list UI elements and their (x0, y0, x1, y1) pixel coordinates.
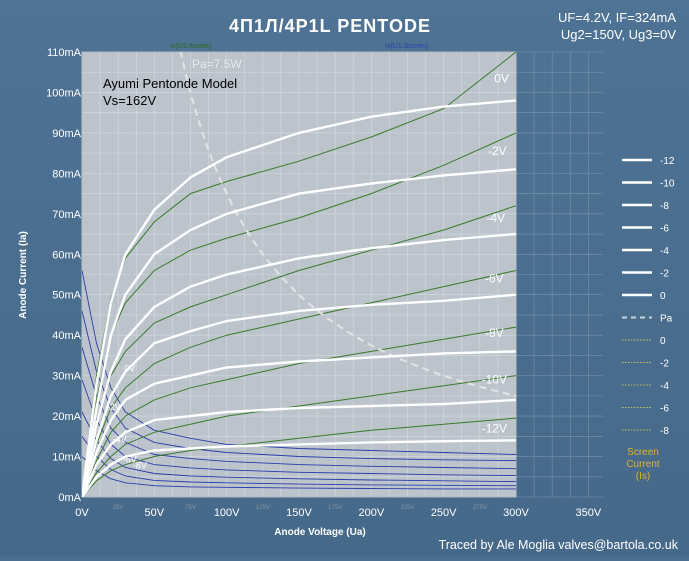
y-tick-label: 10mA (52, 452, 81, 464)
legend-label: -10 (660, 179, 675, 190)
conditions-line-2: Ug2=150V, Ug3=0V (561, 27, 677, 42)
x-tick-label: 150V (286, 507, 312, 519)
legend-screen-caption: Screen (627, 447, 659, 458)
x-tick-label: 350V (575, 507, 601, 519)
model-curve (82, 375, 516, 497)
legend-label: Pa (660, 314, 673, 325)
anode-curve (82, 398, 516, 497)
legend: -12-10-8-6-4-20Pa0-2-4-6-8ScreenCurrent(… (622, 156, 675, 482)
screen-curve-label: 0V (124, 364, 135, 374)
x-minor-tick-label: 75V (185, 505, 196, 511)
y-tick-label: 60mA (52, 249, 81, 261)
extended-grid (516, 51, 603, 498)
plot-grid (81, 51, 517, 498)
legend-label: -4 (660, 381, 669, 392)
axis-ticks: 0mA 10mA 20mA 30mA 40mA 50mA 60mA 70mA 80mA 90mA 1… (46, 47, 602, 519)
pa-label: Pa=7.5W (192, 57, 242, 71)
x-minor-tick-label: 125V (256, 505, 270, 511)
y-tick-label: 70mA (52, 209, 81, 221)
y-tick-label: 90mA (52, 128, 81, 140)
anode-curve (82, 232, 516, 497)
chart-title: 4П1Л/4P1L PENTODE (229, 16, 431, 36)
y-tick-label: 0mA (58, 492, 81, 504)
legend-label: 0 (660, 336, 666, 347)
x-tick-label: 300V (503, 507, 529, 519)
anode-curve (82, 350, 516, 497)
screen-curve-label: -8V (133, 461, 147, 471)
curve-label: -8V (485, 326, 504, 340)
x-tick-label: 0V (75, 507, 89, 519)
anode-curve (82, 439, 516, 497)
curve-label: -2V (488, 144, 507, 158)
x-minor-tick-label: 175V (328, 505, 342, 511)
x-tick-label: 200V (358, 507, 384, 519)
screen-current-curve (82, 436, 516, 487)
screen-curve-label: -6V (123, 455, 137, 465)
y-axis-label: Anode Current (Ia) (18, 231, 29, 319)
screen-current-curve (82, 456, 516, 490)
legend-label: -2 (660, 359, 669, 370)
legend-screen-caption: Current (626, 459, 660, 470)
model-curve (82, 326, 516, 497)
model-vs-label: Vs=162V (103, 93, 156, 108)
model-curve (82, 417, 516, 497)
y-tick-label: 50mA (52, 290, 81, 302)
y-tick-label: 80mA (52, 168, 81, 180)
legend-label: -12 (660, 156, 675, 167)
x-tick-label: 250V (431, 507, 457, 519)
y-tick-label: 30mA (52, 371, 81, 383)
legend-label: -8 (660, 426, 669, 437)
screen-current-curve (82, 379, 516, 477)
y-tick-label: 40mA (52, 330, 81, 342)
model-curve (82, 270, 516, 497)
curve-label: -10V (482, 373, 507, 387)
footer-credit: Traced by Ale Moglia valves@bartola.co.u… (439, 538, 679, 552)
sim-label-anode: Ix(U1:Anode) (170, 43, 211, 50)
legend-label: -6 (660, 224, 669, 235)
screen-current-curve (82, 347, 516, 470)
y-tick-label: 110mA (47, 47, 82, 59)
x-axis-label: Anode Voltage (Ua) (274, 527, 365, 538)
sim-label-screen: Ix(U1:Screen) (385, 43, 428, 50)
x-tick-label: 100V (214, 507, 240, 519)
curve-label: -6V (485, 272, 504, 286)
screen-curve-label: -2V (107, 402, 121, 412)
curve-label: -4V (486, 211, 505, 225)
curve-label: -12V (482, 421, 507, 435)
conditions-line-1: UF=4.2V, IF=324mA (558, 10, 676, 25)
curve-label: 0V (494, 71, 509, 85)
legend-label: -8 (660, 201, 669, 212)
y-tick-label: 20mA (52, 411, 81, 423)
x-minor-tick-label: 225V (400, 505, 414, 511)
legend-label: -6 (660, 404, 669, 415)
legend-label: 0 (660, 291, 666, 302)
screen-curve-label: -4V (113, 434, 127, 444)
model-name-label: Ayumi Pentonde Model (103, 76, 237, 91)
y-tick-label: 100mA (46, 87, 82, 99)
x-minor-tick-label: 25V (113, 505, 124, 511)
anode-curve (82, 168, 516, 497)
screen-current-curve (82, 270, 516, 455)
x-minor-tick-label: 275V (473, 505, 487, 511)
anode-curve (82, 99, 516, 497)
anode-curve (82, 293, 516, 497)
x-tick-label: 50V (145, 507, 165, 519)
pa-curve (179, 52, 516, 397)
legend-screen-caption: (Is) (636, 471, 650, 482)
series-layer (82, 52, 516, 497)
legend-label: -4 (660, 246, 669, 257)
legend-label: -2 (660, 269, 669, 280)
